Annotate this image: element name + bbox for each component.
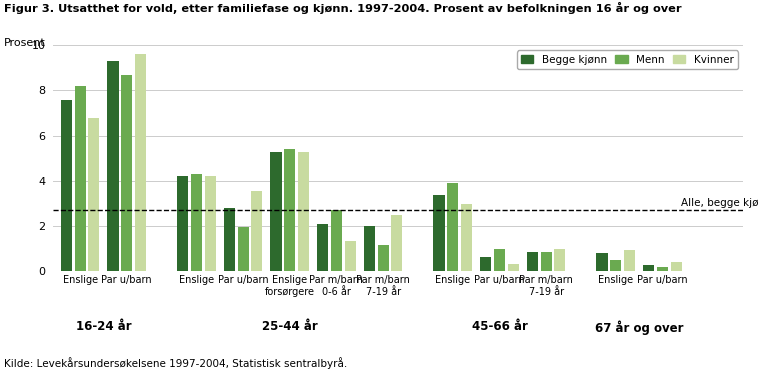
Text: Enslige
forsørgere: Enslige forsørgere [265, 275, 315, 297]
Bar [527, 252, 538, 271]
Text: 45-66 år: 45-66 år [471, 320, 528, 333]
Text: Par u/barn: Par u/barn [218, 275, 268, 285]
Bar [434, 195, 445, 271]
Bar [494, 249, 505, 271]
Text: 67 år og over: 67 år og over [595, 320, 684, 335]
Bar [508, 264, 518, 271]
Bar [61, 100, 72, 271]
Bar [135, 54, 146, 271]
Bar [284, 149, 296, 271]
Bar [480, 257, 491, 271]
Bar [177, 176, 188, 271]
Text: Par m/barn
7-19 år: Par m/barn 7-19 år [356, 275, 410, 297]
Bar [364, 226, 375, 271]
Bar [643, 265, 654, 271]
Bar [331, 210, 342, 271]
Bar [121, 75, 133, 271]
Bar [671, 262, 681, 271]
Bar [271, 152, 281, 271]
Text: Enslige: Enslige [435, 275, 471, 285]
Bar [540, 252, 552, 271]
Text: Figur 3. Utsatthet for vold, etter familiefase og kjønn. 1997-2004. Prosent av b: Figur 3. Utsatthet for vold, etter famil… [4, 2, 681, 14]
Bar [554, 249, 565, 271]
Bar [252, 191, 262, 271]
Text: Prosent: Prosent [4, 38, 45, 48]
Text: 25-44 år: 25-44 år [262, 320, 318, 333]
Bar [610, 260, 622, 271]
Bar [597, 253, 608, 271]
Bar [657, 267, 668, 271]
Bar [345, 241, 356, 271]
Text: 16-24 år: 16-24 år [76, 320, 131, 333]
Text: Par m/barn
0-6 år: Par m/barn 0-6 år [309, 275, 363, 297]
Bar [74, 86, 86, 271]
Bar [108, 61, 118, 271]
Bar [391, 215, 402, 271]
Text: Kilde: Levekårsundersøkelsene 1997-2004, Statistisk sentralbyrå.: Kilde: Levekårsundersøkelsene 1997-2004,… [4, 357, 347, 369]
Bar [447, 183, 459, 271]
Bar [317, 224, 328, 271]
Text: Par m/barn
7-19 år: Par m/barn 7-19 år [519, 275, 573, 297]
Legend: Begge kjønn, Menn, Kvinner: Begge kjønn, Menn, Kvinner [517, 51, 738, 69]
Bar [89, 118, 99, 271]
Text: Alle, begge kjønn: Alle, begge kjønn [681, 198, 758, 208]
Bar [205, 176, 216, 271]
Bar [377, 245, 389, 271]
Bar [298, 152, 309, 271]
Bar [237, 227, 249, 271]
Bar [224, 208, 235, 271]
Text: Enslige: Enslige [598, 275, 634, 285]
Text: Par u/barn: Par u/barn [637, 275, 688, 285]
Bar [624, 250, 635, 271]
Text: Enslige: Enslige [63, 275, 98, 285]
Text: Par u/barn: Par u/barn [474, 275, 525, 285]
Text: Enslige: Enslige [179, 275, 214, 285]
Bar [461, 204, 472, 271]
Text: Par u/barn: Par u/barn [102, 275, 152, 285]
Bar [191, 174, 202, 271]
